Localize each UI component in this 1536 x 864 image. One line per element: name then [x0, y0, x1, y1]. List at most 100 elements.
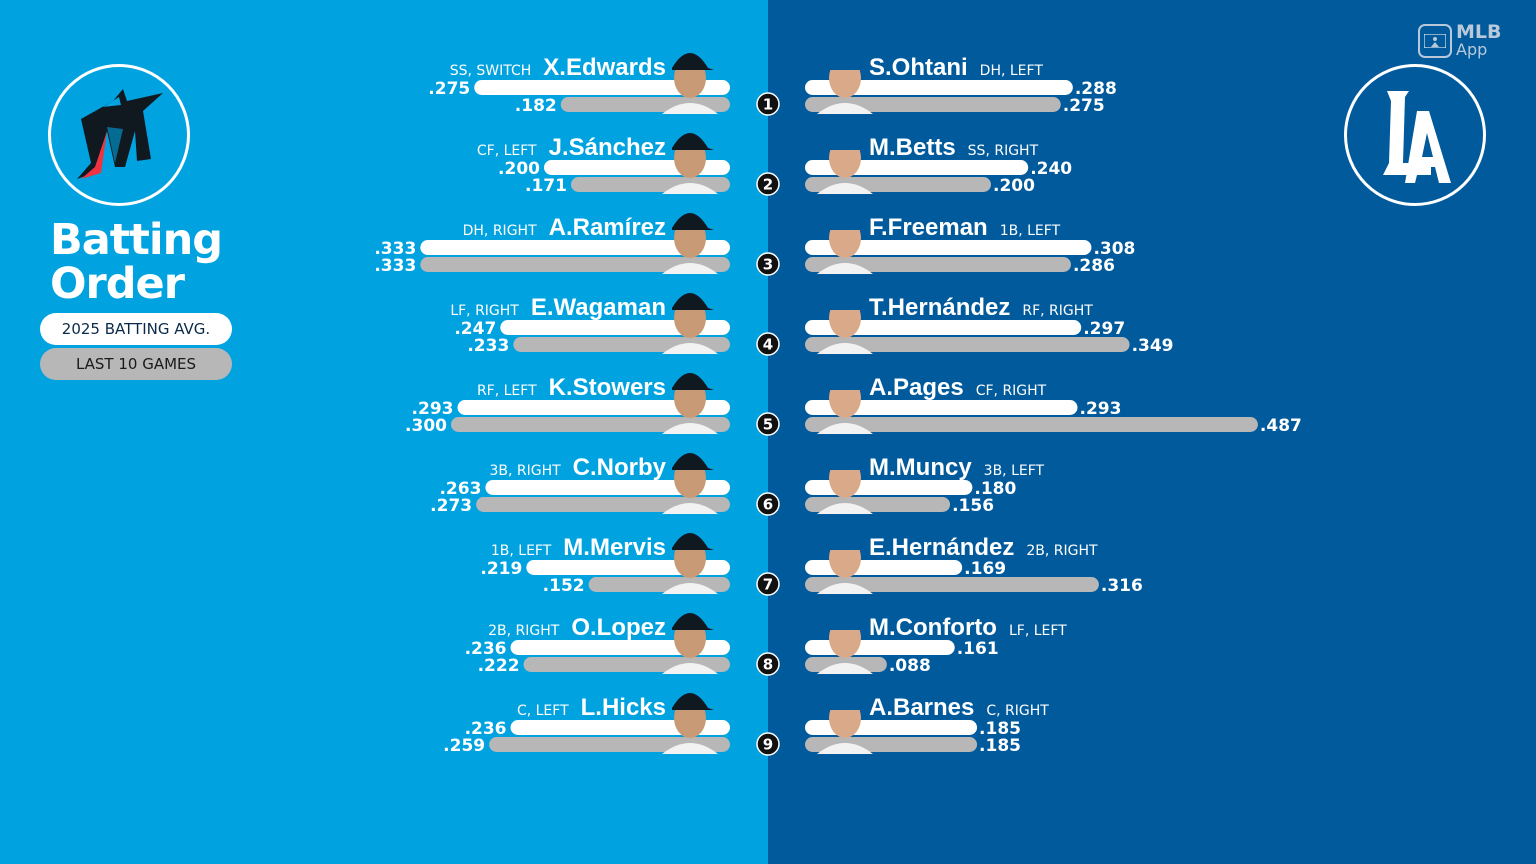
marlins-player-headshot-jersey — [662, 583, 718, 594]
dodgers-player-headshot-jersey — [817, 263, 873, 274]
marlins-player-headshot-cap — [672, 533, 714, 550]
order-number: 1 — [763, 96, 773, 114]
dodgers-player-position: RF, RIGHT — [1022, 303, 1093, 319]
dodgers-player-position: 3B, LEFT — [984, 463, 1045, 479]
marlins-player-name: K.Stowers — [549, 374, 666, 401]
order-number-badge — [756, 412, 780, 436]
dodgers-season-bar — [805, 640, 955, 655]
marlins-last10-bar — [476, 497, 730, 512]
order-number-badge — [756, 492, 780, 516]
order-number-badge — [756, 332, 780, 356]
dodgers-last10-bar — [805, 337, 1130, 352]
dodgers-player-name: A.Barnes — [869, 694, 974, 721]
dodgers-season-value: .185 — [979, 719, 1021, 739]
marlins-last10-value: .233 — [467, 336, 509, 356]
marlins-player-headshot-cap — [672, 373, 714, 390]
order-number-badge — [756, 652, 780, 676]
dodgers-season-bar — [805, 400, 1078, 415]
dodgers-season-value: .297 — [1083, 319, 1125, 339]
dodgers-player-headshot-jersey — [817, 103, 873, 114]
marlins-player-name: J.Sánchez — [549, 134, 666, 161]
marlins-last10-bar — [489, 737, 730, 752]
dodgers-last10-value: .286 — [1073, 256, 1115, 276]
dodgers-season-bar — [805, 160, 1029, 175]
marlins-player-headshot — [662, 613, 718, 674]
dodgers-player-headshot — [817, 373, 873, 434]
dodgers-player-headshot — [817, 453, 873, 514]
marlins-last10-value: .273 — [430, 496, 472, 516]
marlins-player-headshot — [662, 453, 718, 514]
marlins-last10-value: .222 — [478, 656, 520, 676]
dodgers-season-bar — [805, 560, 963, 575]
legend-last-10: LAST 10 GAMES — [40, 348, 232, 380]
order-number-badge — [756, 252, 780, 276]
dodgers-player-position: LF, LEFT — [1009, 623, 1067, 639]
marlins-player-headshot-jersey — [662, 663, 718, 674]
dodgers-season-bar — [805, 240, 1092, 255]
marlins-last10-bar — [451, 417, 730, 432]
marlins-season-value: .275 — [428, 79, 470, 99]
marlins-player-headshot-jersey — [662, 743, 718, 754]
dodgers-season-bar — [805, 80, 1073, 95]
marlins-player-name: M.Mervis — [563, 534, 666, 561]
marlins-player-headshot — [662, 213, 718, 274]
marlins-player-headshot — [662, 293, 718, 354]
dodgers-player-name: M.Muncy — [869, 454, 972, 481]
dodgers-last10-value: .156 — [952, 496, 994, 516]
dodgers-player-headshot-jersey — [817, 423, 873, 434]
marlins-player-name: A.Ramírez — [549, 214, 666, 241]
page-title: Batting Order — [50, 218, 223, 309]
dodgers-player-headshot-cap — [827, 133, 869, 150]
marlins-season-value: .200 — [498, 159, 540, 179]
dodgers-player-position: 2B, RIGHT — [1026, 543, 1098, 559]
dodgers-player-headshot — [817, 693, 873, 754]
dodgers-player-headshot — [817, 213, 873, 274]
marlins-last10-value: .171 — [525, 176, 567, 196]
marlins-player-headshot-jersey — [662, 263, 718, 274]
dodgers-player-headshot-cap — [827, 613, 869, 630]
dodgers-last10-bar — [805, 257, 1071, 272]
dodgers-season-value: .293 — [1079, 399, 1121, 419]
dodgers-player-headshot-cap — [827, 53, 869, 70]
marlins-player-headshot-cap — [672, 133, 714, 150]
marlins-season-value: .247 — [454, 319, 496, 339]
dodgers-player-position: CF, RIGHT — [976, 383, 1047, 399]
marlins-player-headshot-cap — [672, 213, 714, 230]
dodgers-player-name: M.Betts — [869, 134, 956, 161]
order-number-badge — [756, 732, 780, 756]
marlins-season-value: .293 — [412, 399, 454, 419]
dodgers-player-headshot-jersey — [817, 183, 873, 194]
dodgers-player-headshot-cap — [827, 693, 869, 710]
dodgers-last10-value: .185 — [979, 736, 1021, 756]
title-line-2: Order — [50, 259, 185, 309]
marlins-player-position: LF, RIGHT — [450, 303, 519, 319]
legend-season-avg: 2025 BATTING AVG. — [40, 313, 232, 345]
order-number: 5 — [763, 416, 773, 434]
marlins-player-position: SS, SWITCH — [450, 63, 532, 79]
dodgers-player-name: M.Conforto — [869, 614, 997, 641]
mlb-app-line1: MLB — [1456, 21, 1502, 43]
order-number-badge — [756, 172, 780, 196]
marlins-player-headshot-cap — [672, 453, 714, 470]
dodgers-player-headshot — [817, 133, 873, 194]
marlins-player-position: DH, RIGHT — [463, 223, 537, 239]
order-number-badge — [756, 92, 780, 116]
marlins-player-name: X.Edwards — [543, 54, 666, 81]
order-number: 3 — [763, 256, 773, 274]
marlins-player-headshot-cap — [672, 293, 714, 310]
marlins-player-position: CF, LEFT — [477, 143, 537, 159]
dodgers-last10-value: .487 — [1260, 416, 1302, 436]
dodgers-season-value: .161 — [957, 639, 999, 659]
marlins-player-headshot — [662, 693, 718, 754]
dodgers-player-headshot — [817, 533, 873, 594]
dodgers-logo-icon — [1383, 91, 1451, 183]
marlins-player-name: C.Norby — [573, 454, 667, 481]
marlins-season-bar — [474, 80, 730, 95]
marlins-season-value: .263 — [439, 479, 481, 499]
marlins-player-headshot-jersey — [662, 183, 718, 194]
mlb-logo-icon — [1418, 24, 1452, 58]
order-number: 8 — [763, 656, 773, 674]
dodgers-last10-value: .316 — [1101, 576, 1143, 596]
dodgers-player-name: E.Hernández — [869, 534, 1014, 561]
marlins-logo-icon — [77, 89, 163, 179]
